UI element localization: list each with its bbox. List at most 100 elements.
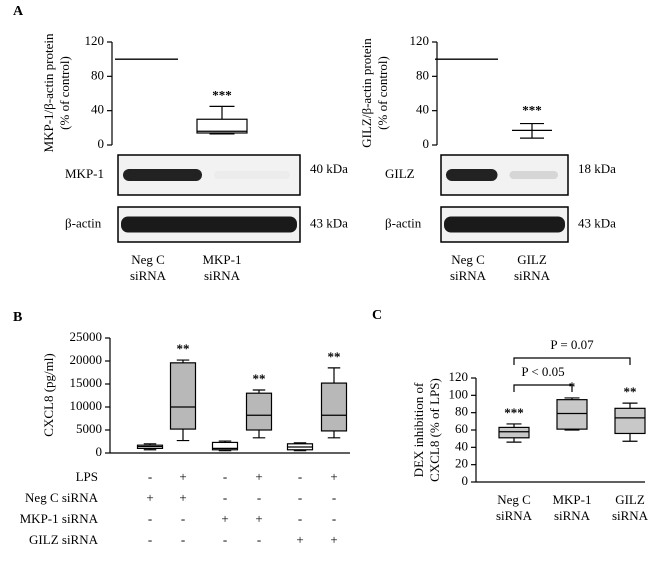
treatment-sign: - [223,469,227,484]
blot-band [509,171,558,179]
treatment-sign: - [298,511,302,526]
treatment-sign: + [179,469,186,484]
bracket [513,384,573,392]
y-axis-label: CXCL8 (pg/ml) [41,353,56,436]
y-axis-label: CXCL8 (% of LPS) [427,378,442,482]
y-axis-label: GILZ/β-actin protein [359,38,374,148]
treatment-sign: - [257,490,261,505]
treatment-sign: + [221,511,228,526]
protein-label: GILZ [385,166,415,181]
treatment-sign: - [148,469,152,484]
y-tick-label: 40 [455,438,468,453]
blot-band [121,216,297,233]
treatment-sign: - [223,532,227,547]
y-tick-label: 20000 [70,352,103,367]
box [320,382,348,432]
blot-band [446,169,498,181]
y-axis-label: (% of control) [375,56,390,130]
significance: ** [177,341,190,356]
treatment-sign: - [257,532,261,547]
treatment-label: Neg C siRNA [25,490,99,505]
category-label: MKP-1 siRNA [552,492,592,523]
p-value: P < 0.05 [521,364,564,379]
significance: *** [522,103,542,118]
panel-letter: A [13,4,24,19]
significance: ** [328,349,341,364]
y-tick-label: 80 [91,67,104,82]
y-tick-label: 0 [98,136,105,151]
box [556,399,588,430]
y-tick-label: 40 [91,102,104,117]
blot-band [214,171,290,179]
blot-band [444,216,565,233]
category-label: GILZ siRNA [513,252,551,283]
y-tick-label: 40 [416,102,429,117]
treatment-label: MKP-1 siRNA [20,511,99,526]
bracket [513,357,631,365]
category-label: GILZ siRNA [611,492,648,523]
treatment-sign: - [181,511,185,526]
treatment-sign: - [148,532,152,547]
treatment-sign: - [332,511,336,526]
y-axis-label: DEX inhibition of [411,382,426,477]
y-tick-label: 25000 [70,329,103,344]
y-tick-label: 0 [423,136,430,151]
treatment-sign: + [179,490,186,505]
treatment-sign: - [332,490,336,505]
protein-label: MKP-1 [65,166,104,181]
size-label: 43 kDa [310,215,348,230]
box [196,118,248,134]
treatment-sign: - [223,490,227,505]
y-axis-label: MKP-1/β-actin protein [41,33,56,152]
treatment-sign: + [255,469,262,484]
box [245,392,273,431]
category-label: Neg C siRNA [129,252,167,283]
size-label: 43 kDa [578,215,616,230]
treatment-label: LPS [76,469,98,484]
y-tick-label: 100 [449,386,469,401]
box [498,426,530,439]
y-tick-label: 60 [455,421,468,436]
box [614,407,646,435]
y-tick-label: 5000 [76,421,102,436]
y-tick-label: 80 [416,67,429,82]
category-label: Neg C siRNA [449,252,487,283]
p-value: P = 0.07 [550,337,594,352]
y-tick-label: 120 [410,33,430,48]
significance: *** [504,405,524,420]
treatment-sign: + [330,532,337,547]
y-tick-label: 15000 [70,375,103,390]
treatment-sign: - [148,511,152,526]
treatment-sign: + [330,469,337,484]
panel-letter: B [13,310,22,325]
treatment-label: GILZ siRNA [29,532,99,547]
treatment-sign: - [298,490,302,505]
y-tick-label: 120 [449,369,469,384]
blot-band [123,169,202,181]
protein-label: β-actin [65,215,102,230]
significance: ** [624,384,637,399]
y-tick-label: 0 [96,444,103,459]
treatment-sign: - [181,532,185,547]
y-tick-label: 20 [455,456,468,471]
size-label: 40 kDa [310,161,348,176]
protein-label: β-actin [385,215,422,230]
size-label: 18 kDa [578,161,616,176]
box [169,362,197,430]
y-tick-label: 0 [462,473,469,488]
y-tick-label: 120 [85,33,105,48]
category-label: Neg C siRNA [495,492,533,523]
y-tick-label: 80 [455,404,468,419]
box [211,441,239,451]
treatment-sign: - [298,469,302,484]
treatment-sign: + [296,532,303,547]
panel-letter: C [372,308,382,323]
treatment-sign: + [146,490,153,505]
category-label: MKP-1 siRNA [202,252,242,283]
treatment-sign: + [255,511,262,526]
significance: ** [253,371,266,386]
significance: *** [212,87,232,102]
y-axis-label: (% of control) [57,56,72,130]
